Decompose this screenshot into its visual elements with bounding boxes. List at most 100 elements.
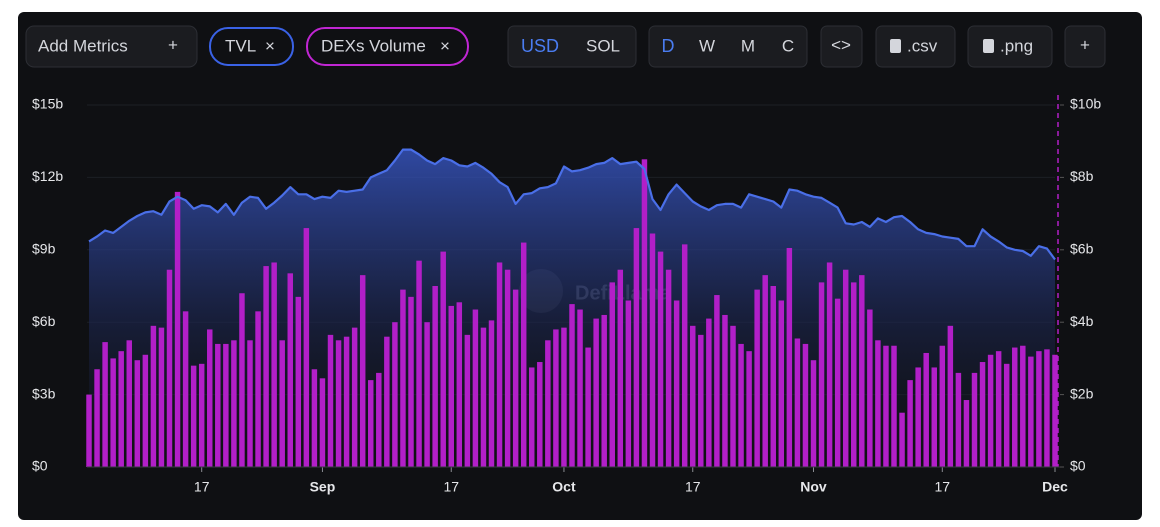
volume-bar [1012,347,1018,467]
volume-bar [440,251,446,467]
volume-bar [851,282,857,467]
volume-bar [561,327,567,467]
volume-bar [368,380,374,467]
volume-bar [1028,356,1034,467]
volume-bar [891,345,897,467]
period-option[interactable]: W [699,36,715,55]
volume-bar [609,282,615,467]
x-tick-label: Dec [1042,479,1068,495]
volume-bar [223,343,229,467]
volume-bar [681,244,688,467]
volume-bar [480,327,487,467]
volume-bar [287,273,293,467]
volume-bar [134,360,141,467]
currency-toggle [507,25,637,68]
currency-option[interactable]: SOL [586,36,620,55]
volume-bar [198,363,205,467]
volume-bar [432,286,438,467]
volume-bar [706,318,712,467]
volume-bar [311,369,318,467]
y-tick-label: $12b [32,168,63,184]
volume-bar [1052,354,1058,467]
png-button[interactable] [967,25,1053,68]
volume-bar [746,351,752,467]
volume-bar [593,318,599,467]
file-icon [983,39,994,53]
volume-bar [987,354,994,467]
volume-bar [818,282,825,467]
volume-bar [963,400,970,467]
volume-bar [810,360,817,467]
legend-label: TVL [225,36,256,55]
volume-bar [762,275,768,467]
volume-bar [343,336,350,467]
volume-bar [802,343,809,467]
volume-bar [1003,363,1010,467]
y-tick-label: $9b [32,241,56,257]
volume-bar [842,269,849,467]
png-label: .png [1000,36,1033,55]
volume-bar [577,309,583,467]
x-tick-label: 17 [443,479,459,495]
volume-bar [585,347,591,467]
y2-tick-label: $4b [1070,313,1094,329]
add-button[interactable] [1064,25,1106,68]
volume-bar [174,191,181,467]
volume-bar [1036,351,1042,467]
volume-bar [875,340,881,467]
volume-bar [1044,349,1050,467]
volume-bar [995,351,1002,467]
volume-bar [448,305,454,467]
x-tick-label: 17 [194,479,210,495]
volume-bar [126,340,132,467]
toolbar: Add Metrics + TVL × DEXs Volume × USD SO… [25,25,1106,68]
volume-bar [263,266,269,467]
volume-bar [553,329,559,467]
tvl-chip[interactable] [209,27,294,66]
volume-bar [512,289,519,467]
volume-bar [303,228,310,467]
x-tick-label: 17 [935,479,951,495]
y2-tick-label: $10b [1070,96,1101,112]
volume-bar [665,269,672,467]
volume-bar [529,367,535,467]
chip-remove[interactable]: × [440,36,450,55]
volume-bar [907,380,913,467]
volume-bar [319,378,326,467]
csv-button[interactable] [875,25,956,68]
volume-bar [641,159,648,468]
volume-bar [633,228,640,467]
y2-tick-label: $2b [1070,385,1094,401]
volume-bar [94,369,100,467]
currency-option[interactable]: USD [521,36,559,56]
plot: $0 $3b $6b $9b $12b $15b $0 $2b $4b $6b $8b $10b 17 S… [32,95,1101,495]
volume-bar [794,338,801,467]
volume-bar [520,242,527,467]
add-metrics-button[interactable] [25,25,198,68]
volume-bar [673,300,680,467]
volume-bar [335,340,342,467]
volume-bar [730,325,736,467]
embed-label: <> [831,35,851,54]
tvl-line [88,148,1056,261]
volume-bar [255,311,261,467]
add-label: + [1080,35,1090,54]
dex-volume-chip[interactable] [306,27,469,66]
period-option[interactable]: M [741,36,755,55]
period-option[interactable]: C [782,36,794,55]
period-option[interactable]: D [662,36,675,56]
volume-bar [392,322,398,467]
volume-bar [182,311,189,467]
volume-bar [754,289,760,467]
volume-bar [408,296,414,467]
volume-bar [504,269,511,467]
volume-bar [537,362,543,467]
chip-remove[interactable]: × [265,36,275,55]
x-tick-label: Oct [552,479,576,495]
volume-bar [738,343,744,467]
csv-label: .csv [907,36,938,55]
volume-bar [971,372,978,467]
volume-bar [545,340,551,467]
volume-bar [464,334,471,467]
embed-button[interactable] [820,25,863,68]
